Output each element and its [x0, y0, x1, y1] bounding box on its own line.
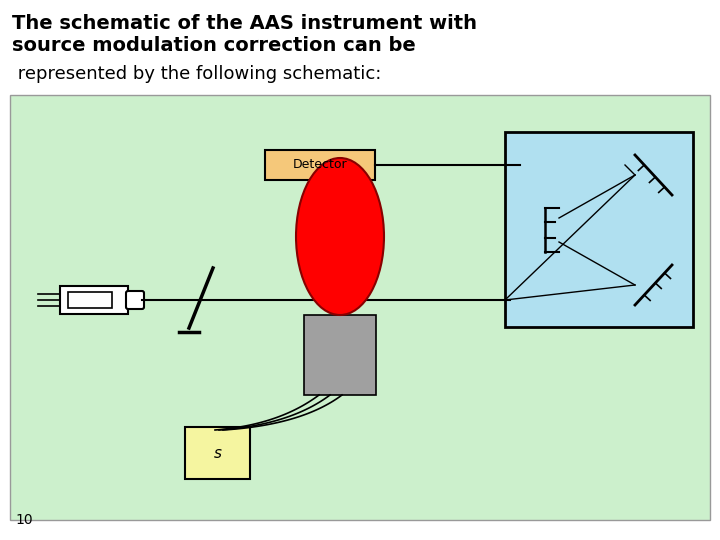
Bar: [10, 95, 710, 520]
Bar: [304, 315, 376, 395]
Text: represented by the following schematic:: represented by the following schematic:: [12, 65, 382, 83]
Ellipse shape: [296, 158, 384, 315]
Text: source modulation correction can be: source modulation correction can be: [12, 36, 415, 55]
Text: 10: 10: [15, 513, 32, 527]
Text: Detector: Detector: [293, 159, 347, 172]
Text: s: s: [214, 446, 222, 461]
Bar: [265, 150, 375, 180]
Bar: [60, 286, 128, 314]
Bar: [185, 427, 250, 479]
Bar: [68, 292, 112, 308]
Text: The schematic of the AAS instrument with: The schematic of the AAS instrument with: [12, 14, 477, 33]
FancyBboxPatch shape: [126, 291, 144, 309]
Bar: [505, 132, 693, 327]
